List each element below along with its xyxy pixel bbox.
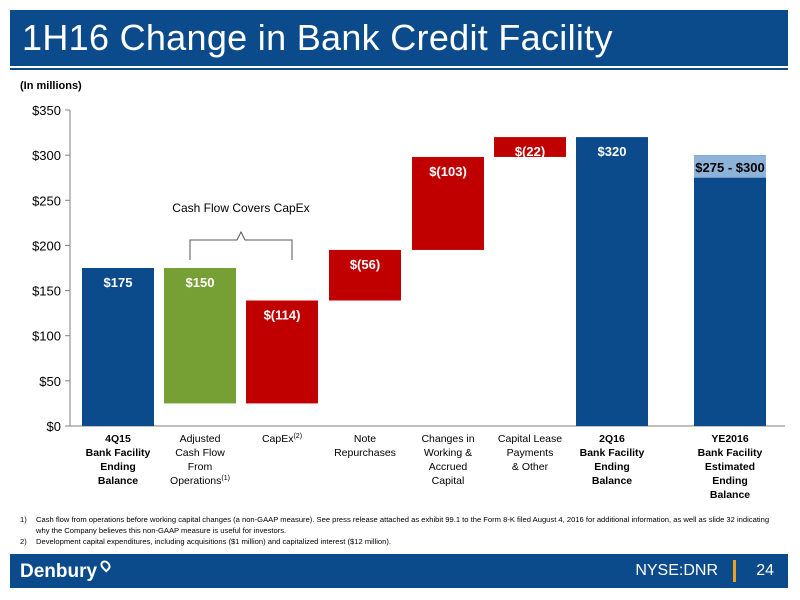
- footnote-2: 2) Development capital expenditures, inc…: [20, 536, 780, 547]
- page-number: 24: [756, 562, 774, 579]
- category-label: Balance: [710, 489, 750, 501]
- category-label: Operations(1): [170, 475, 230, 487]
- category-label: Capital: [432, 475, 465, 487]
- data-label: $(103): [429, 164, 467, 179]
- bar-2: [164, 268, 236, 404]
- y-tick-label: $250: [32, 193, 61, 208]
- data-label: $320: [598, 144, 627, 159]
- footnotes: 1) Cash flow from operations before work…: [20, 514, 780, 547]
- title-rule: [10, 68, 788, 70]
- ticker: NYSE:DNR: [635, 562, 718, 579]
- bar-6: [494, 137, 566, 157]
- category-label: CapEx(2): [262, 433, 302, 445]
- units-note: (In millions): [20, 80, 82, 92]
- category-label: Capital Lease: [498, 433, 562, 445]
- footnote-1-text: Cash flow from operations before working…: [36, 515, 770, 535]
- data-label: $(22): [515, 144, 545, 159]
- y-tick-label: $100: [32, 329, 61, 344]
- data-label: $275 - $300: [695, 160, 764, 175]
- data-label: $(56): [350, 257, 380, 272]
- category-superscript: (2): [293, 433, 302, 440]
- footer-separator: [733, 560, 736, 582]
- denbury-logo: Denbury: [20, 558, 113, 583]
- category-label: Cash Flow: [175, 447, 225, 459]
- category-label: Payments: [507, 447, 554, 459]
- category-label: Balance: [592, 475, 632, 487]
- title-bar: 1H16 Change in Bank Credit Facility: [10, 10, 788, 66]
- slide-title: 1H16 Change in Bank Credit Facility: [22, 17, 613, 58]
- category-label: 2Q16: [599, 433, 625, 445]
- y-tick-label: $200: [32, 238, 61, 253]
- category-label: Adjusted: [180, 433, 221, 445]
- bar-8: [694, 155, 766, 426]
- category-label: Estimated: [705, 461, 755, 473]
- footnote-1-number: 1): [20, 515, 27, 524]
- waterfall-chart: $0 $50 $100 $150 $200 $250 $300 $350 $175 $150 $(1…: [32, 103, 785, 501]
- category-label: Repurchases: [334, 447, 396, 459]
- footnote-1: 1) Cash flow from operations before work…: [20, 514, 780, 536]
- category-label: Bank Facility: [698, 447, 763, 459]
- bar-5: [412, 156, 484, 250]
- y-tick-label: $50: [39, 374, 61, 389]
- footnote-2-number: 2): [20, 537, 27, 546]
- bar-4: [329, 249, 401, 301]
- droplet-icon: [98, 558, 113, 573]
- annotation-label: Cash Flow Covers CapEx: [172, 201, 309, 215]
- data-label: $150: [186, 275, 215, 290]
- category-label: From: [188, 461, 213, 473]
- category-label: Note: [354, 433, 376, 445]
- bar-1: [82, 268, 154, 426]
- category-label: Changes in: [421, 433, 474, 445]
- category-label: & Other: [512, 461, 549, 473]
- y-tick-label: $150: [32, 284, 61, 299]
- bar-range-band: [694, 155, 766, 178]
- bracket-shape: [189, 230, 293, 260]
- footnote-2-text: Development capital expenditures, includ…: [36, 537, 391, 546]
- category-label: YE2016: [711, 433, 749, 445]
- category-label: Accrued: [429, 461, 468, 473]
- category-label: Bank Facility: [580, 447, 645, 459]
- footer-bar: Denbury NYSE:DNR 24: [10, 554, 788, 588]
- y-tick-label: $350: [32, 103, 61, 118]
- category-label: Bank Facility: [86, 447, 151, 459]
- y-tick-label: $300: [32, 148, 61, 163]
- category-label: Balance: [98, 475, 138, 487]
- category-superscript: (1): [221, 475, 230, 482]
- data-label: $(114): [264, 308, 301, 323]
- bar-7: [576, 137, 648, 427]
- y-tick-label: $0: [47, 419, 61, 434]
- data-label: $175: [104, 275, 133, 290]
- category-label: Ending: [712, 475, 748, 487]
- category-label: Ending: [100, 461, 136, 473]
- category-label: Ending: [594, 461, 630, 473]
- category-label: Working &: [424, 447, 472, 459]
- bar-3: [246, 300, 318, 404]
- category-label: 4Q15: [105, 433, 131, 445]
- logo-text: Denbury: [20, 561, 98, 582]
